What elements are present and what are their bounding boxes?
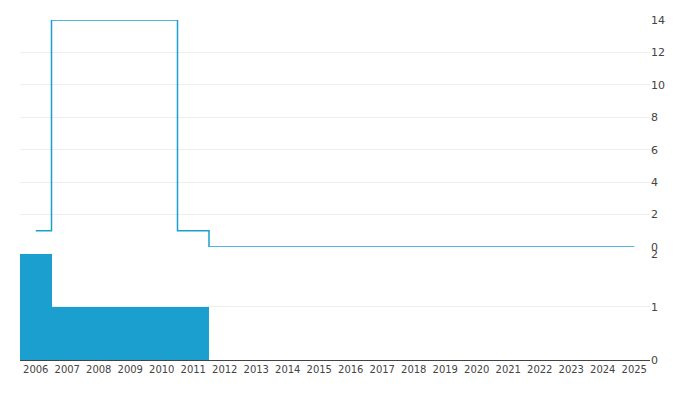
svg-text:12: 12 <box>651 46 665 59</box>
svg-text:2012: 2012 <box>212 364 237 375</box>
svg-text:2014: 2014 <box>275 364 300 375</box>
svg-text:2018: 2018 <box>401 364 426 375</box>
svg-text:0: 0 <box>651 354 658 367</box>
svg-text:2015: 2015 <box>307 364 332 375</box>
svg-text:8: 8 <box>651 111 658 124</box>
svg-text:4: 4 <box>651 176 658 189</box>
svg-text:2: 2 <box>651 248 658 261</box>
svg-text:10: 10 <box>651 79 665 92</box>
svg-text:2021: 2021 <box>496 364 521 375</box>
svg-text:2020: 2020 <box>464 364 489 375</box>
svg-text:2017: 2017 <box>370 364 395 375</box>
svg-text:2024: 2024 <box>590 364 615 375</box>
svg-text:2008: 2008 <box>86 364 111 375</box>
svg-text:2023: 2023 <box>559 364 584 375</box>
svg-text:0: 0 <box>651 241 658 254</box>
svg-text:2010: 2010 <box>149 364 174 375</box>
svg-text:2007: 2007 <box>55 364 80 375</box>
svg-text:2: 2 <box>651 208 658 221</box>
svg-text:2006: 2006 <box>23 364 48 375</box>
svg-text:1: 1 <box>651 301 658 314</box>
svg-text:2025: 2025 <box>622 364 647 375</box>
svg-text:2016: 2016 <box>338 364 363 375</box>
svg-text:2019: 2019 <box>433 364 458 375</box>
svg-text:14: 14 <box>651 14 665 27</box>
svg-text:2022: 2022 <box>527 364 552 375</box>
svg-text:6: 6 <box>651 144 658 157</box>
svg-text:2009: 2009 <box>118 364 143 375</box>
svg-text:2011: 2011 <box>181 364 206 375</box>
svg-text:2013: 2013 <box>244 364 269 375</box>
